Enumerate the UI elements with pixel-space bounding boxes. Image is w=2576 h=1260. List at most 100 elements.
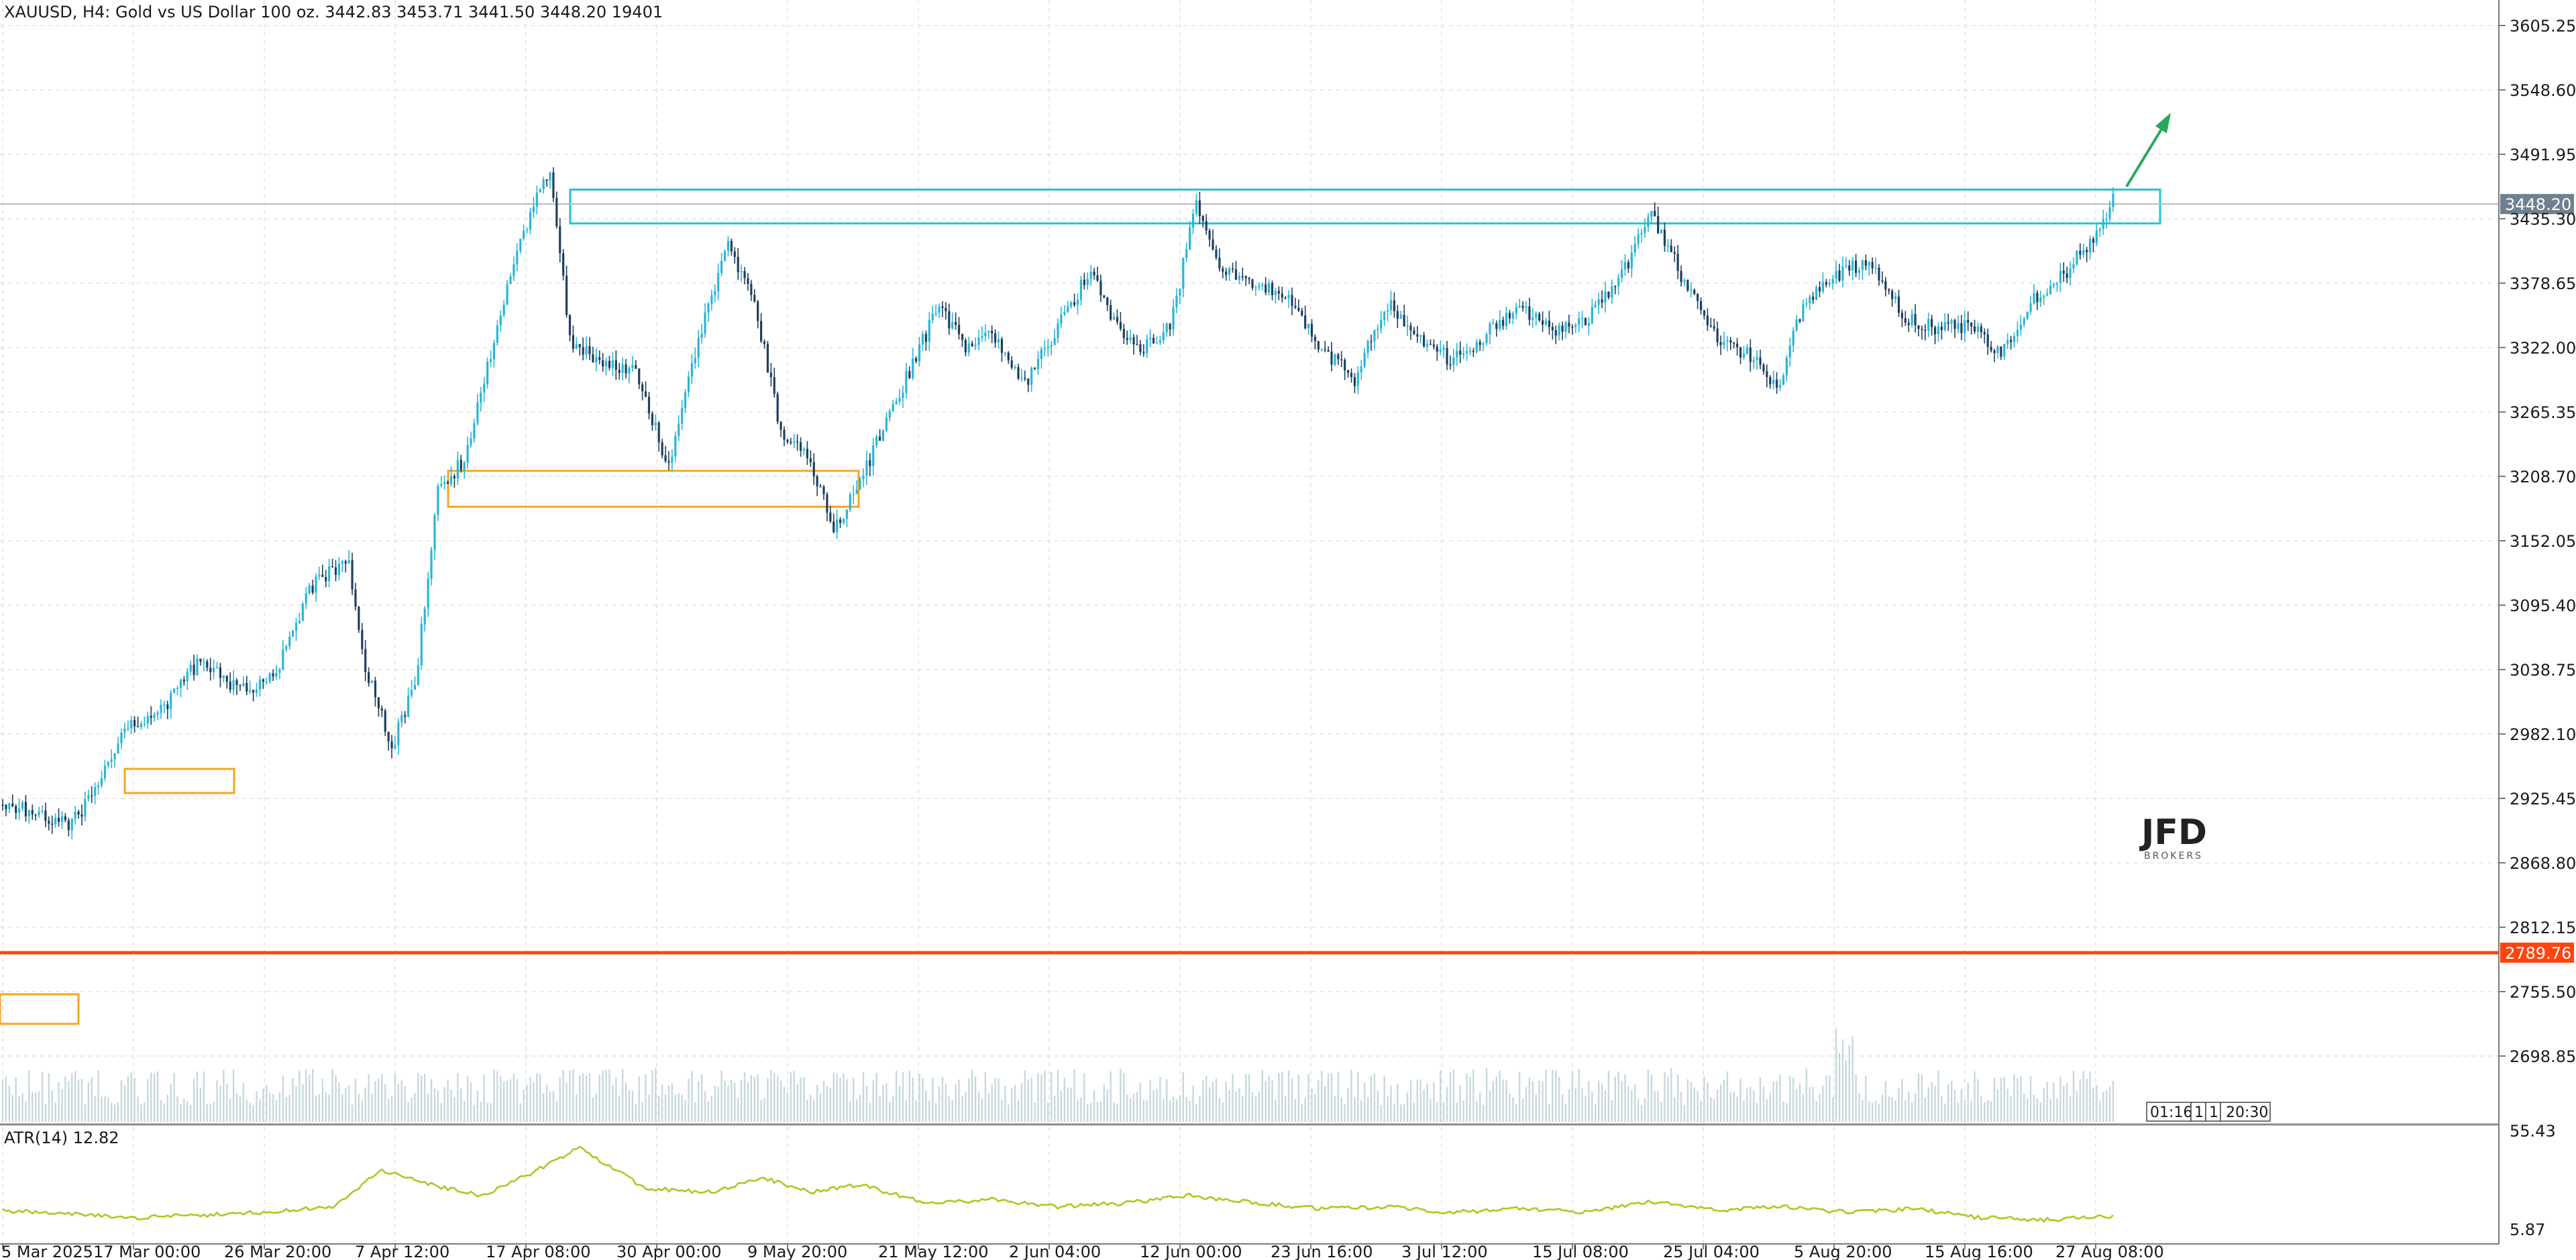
candle-body bbox=[239, 684, 241, 686]
candle bbox=[397, 718, 400, 755]
candle-body bbox=[723, 250, 727, 261]
candle-body bbox=[8, 803, 11, 809]
candle bbox=[1871, 257, 1874, 274]
candle bbox=[232, 670, 235, 696]
candle bbox=[1254, 284, 1257, 297]
candle-body bbox=[24, 802, 28, 817]
candle-body bbox=[994, 333, 997, 343]
candle-body bbox=[1821, 282, 1825, 292]
candle-body bbox=[1040, 349, 1043, 359]
candle bbox=[799, 437, 802, 457]
candle-body bbox=[1215, 250, 1218, 258]
candle-body bbox=[1729, 340, 1732, 343]
candle bbox=[456, 451, 459, 485]
candle-body bbox=[1063, 312, 1066, 315]
candle-body bbox=[753, 295, 756, 302]
candle bbox=[1337, 352, 1340, 366]
candle bbox=[875, 434, 878, 448]
candle-body bbox=[1212, 239, 1214, 250]
candle bbox=[565, 265, 568, 318]
candle-body bbox=[466, 445, 469, 463]
candle-body bbox=[1848, 265, 1851, 271]
candle bbox=[740, 264, 743, 282]
candle-body bbox=[1456, 350, 1458, 358]
candle-body bbox=[855, 489, 858, 494]
candle bbox=[845, 509, 848, 527]
candle-body bbox=[902, 392, 904, 399]
candle-body bbox=[2029, 303, 2032, 312]
candle-body bbox=[1943, 322, 1946, 330]
candle-body bbox=[364, 649, 367, 672]
candle bbox=[1238, 272, 1240, 284]
price-tick-label: 3322.00 bbox=[2510, 339, 2576, 358]
candle bbox=[1060, 306, 1063, 329]
candle bbox=[2006, 333, 2009, 350]
candle-body bbox=[957, 325, 961, 335]
candle bbox=[1900, 309, 1903, 327]
candle bbox=[460, 455, 462, 473]
candle-body bbox=[2062, 270, 2065, 274]
candle-body bbox=[898, 398, 901, 402]
candle bbox=[358, 606, 360, 633]
jfd-logo: JFD BROKERS bbox=[2139, 812, 2207, 861]
candle bbox=[657, 421, 660, 452]
candle-body bbox=[2112, 193, 2114, 207]
candle bbox=[997, 331, 1000, 350]
candle-body bbox=[1766, 371, 1768, 377]
candle bbox=[1413, 327, 1415, 335]
candle bbox=[687, 371, 690, 397]
candle bbox=[1776, 372, 1778, 395]
candle-body bbox=[1933, 327, 1937, 335]
candle bbox=[895, 398, 898, 405]
price-tick-label: 2982.10 bbox=[2510, 725, 2576, 744]
candle bbox=[1449, 355, 1452, 370]
time-tick-label: 12 Jun 00:00 bbox=[1140, 1243, 1242, 1260]
symbol-header: XAUUSD, H4: Gold vs US Dollar 100 oz. 34… bbox=[4, 3, 663, 21]
candle bbox=[285, 644, 288, 653]
candle bbox=[1518, 299, 1521, 309]
candle-body bbox=[1683, 280, 1686, 282]
candle bbox=[1650, 211, 1653, 224]
candle-body bbox=[394, 745, 396, 749]
candle bbox=[1423, 331, 1426, 348]
candle-body bbox=[1769, 376, 1772, 384]
candle bbox=[156, 710, 159, 720]
candle bbox=[1502, 316, 1505, 330]
candle-body bbox=[193, 664, 195, 676]
candle-body bbox=[1067, 306, 1069, 313]
candle-body bbox=[938, 306, 941, 313]
candle bbox=[1172, 299, 1175, 336]
candle bbox=[1544, 317, 1548, 327]
candle bbox=[641, 382, 644, 401]
candle-body bbox=[1185, 249, 1188, 258]
candle bbox=[291, 629, 294, 637]
candle-body bbox=[720, 260, 723, 274]
candle bbox=[1046, 339, 1049, 356]
candle-body bbox=[671, 456, 674, 463]
candle bbox=[103, 759, 106, 782]
candle bbox=[1389, 291, 1393, 315]
candle-body bbox=[1030, 368, 1033, 385]
candle bbox=[1076, 293, 1079, 315]
candle-body bbox=[1142, 352, 1145, 354]
candle bbox=[1831, 274, 1834, 290]
candle-body bbox=[242, 683, 245, 686]
candle-body bbox=[1004, 352, 1006, 354]
candle-body bbox=[934, 313, 937, 314]
candle-body bbox=[1046, 346, 1049, 348]
candle bbox=[1353, 373, 1356, 393]
candle bbox=[265, 678, 268, 685]
time-tick-label: 25 Jul 04:00 bbox=[1663, 1243, 1760, 1260]
price-tick-label: 3548.60 bbox=[2510, 81, 2576, 100]
candle-body bbox=[186, 672, 189, 682]
candle bbox=[1788, 337, 1791, 367]
candle-body bbox=[1967, 319, 1970, 323]
candle bbox=[1957, 315, 1960, 334]
candle bbox=[1024, 370, 1026, 381]
candle bbox=[1195, 193, 1198, 217]
candle-body bbox=[443, 482, 446, 484]
candle bbox=[38, 806, 40, 819]
candle-body bbox=[87, 795, 90, 800]
candle-body bbox=[1746, 348, 1748, 354]
